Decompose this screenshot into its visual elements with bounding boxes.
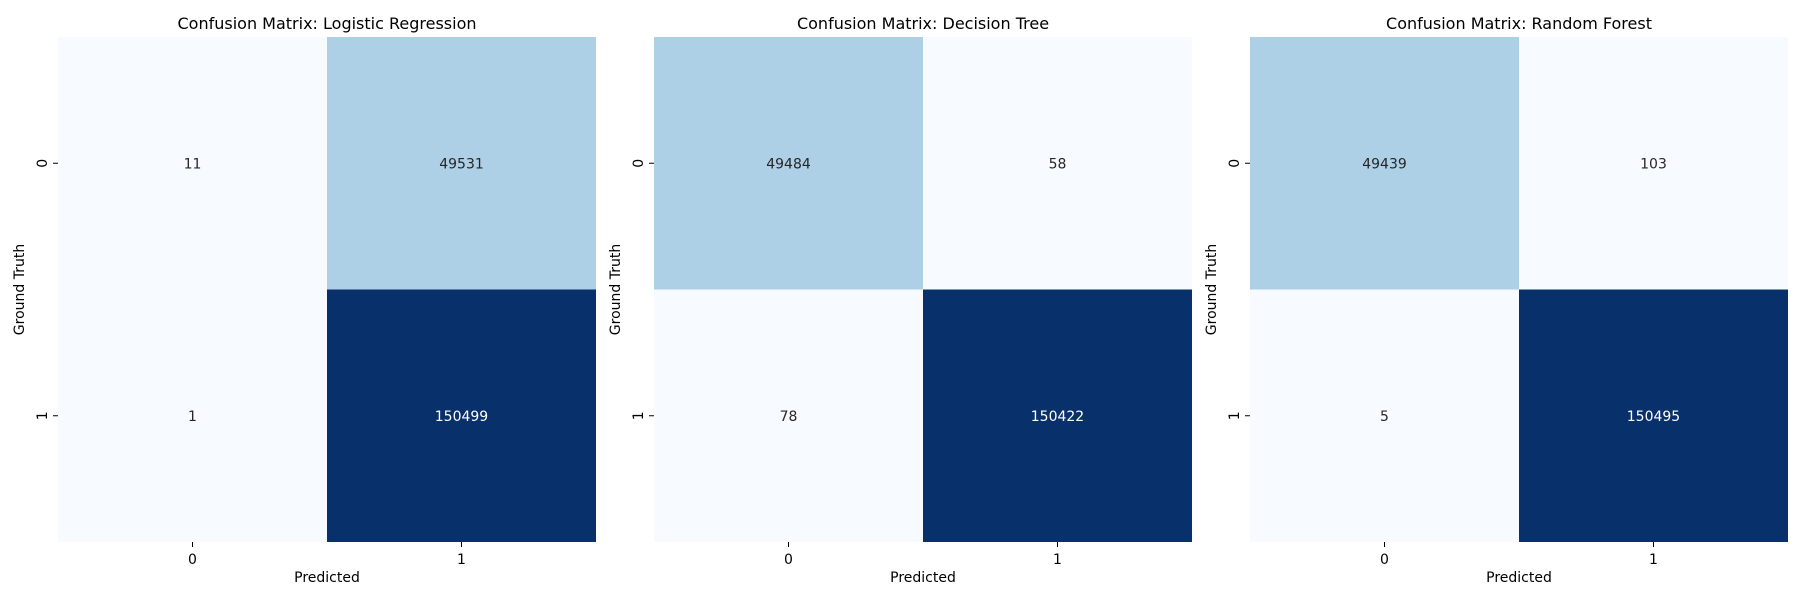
- heatmap-cell: [1250, 37, 1519, 290]
- y-tick-label: 0: [35, 159, 51, 168]
- heatmap-panel-2: Confusion Matrix: Decision Tree 49484 58 78…: [608, 14, 1192, 586]
- y-tick-label: 1: [1227, 411, 1243, 420]
- x-axis-label: Predicted: [1486, 570, 1552, 586]
- cell-value-label: 58: [1049, 156, 1067, 172]
- x-tick-label: 0: [1380, 552, 1389, 568]
- x-tick-label: 1: [457, 552, 466, 568]
- chart-title: Confusion Matrix: Logistic Regression: [178, 14, 477, 33]
- cell-value-label: 49484: [766, 156, 811, 172]
- x-axis-label: Predicted: [890, 570, 956, 586]
- chart-title: Confusion Matrix: Random Forest: [1386, 14, 1652, 33]
- y-axis-label: Ground Truth: [1204, 244, 1220, 335]
- cell-value-label: 49439: [1362, 156, 1407, 172]
- heatmap-cell: [327, 289, 596, 542]
- cell-value-label: 150422: [1031, 409, 1084, 425]
- x-tick-label: 0: [784, 552, 793, 568]
- x-tick-label: 0: [188, 552, 197, 568]
- cell-value-label: 150495: [1627, 409, 1680, 425]
- y-axis-label: Ground Truth: [608, 244, 624, 335]
- y-tick-label: 0: [1227, 159, 1243, 168]
- y-tick-label: 1: [35, 411, 51, 420]
- cell-value-label: 78: [780, 409, 798, 425]
- heatmap-cell: [58, 37, 327, 290]
- cell-value-label: 49531: [439, 156, 484, 172]
- heatmap-cell: [923, 289, 1192, 542]
- cell-value-label: 1: [188, 409, 197, 425]
- cell-value-label: 5: [1380, 409, 1389, 425]
- y-tick-label: 0: [631, 159, 647, 168]
- heatmap-cell: [327, 37, 596, 290]
- heatmap-cell: [1250, 289, 1519, 542]
- heatmap-cell: [923, 37, 1192, 290]
- x-tick-label: 1: [1649, 552, 1658, 568]
- y-axis-label: Ground Truth: [12, 244, 28, 335]
- y-tick-label: 1: [631, 411, 647, 420]
- heatmap-cell: [58, 289, 327, 542]
- x-tick-label: 1: [1053, 552, 1062, 568]
- heatmap-cell: [654, 289, 923, 542]
- cell-value-label: 103: [1640, 156, 1667, 172]
- cell-value-label: 11: [184, 156, 202, 172]
- chart-title: Confusion Matrix: Decision Tree: [797, 14, 1049, 33]
- heatmap-panel-3: Confusion Matrix: Random Forest 49439 103 5…: [1204, 14, 1788, 586]
- heatmap-cell: [654, 37, 923, 290]
- heatmap-cell: [1519, 289, 1788, 542]
- heatmap-cell: [1519, 37, 1788, 290]
- cell-value-label: 150499: [435, 409, 488, 425]
- x-axis-label: Predicted: [294, 570, 360, 586]
